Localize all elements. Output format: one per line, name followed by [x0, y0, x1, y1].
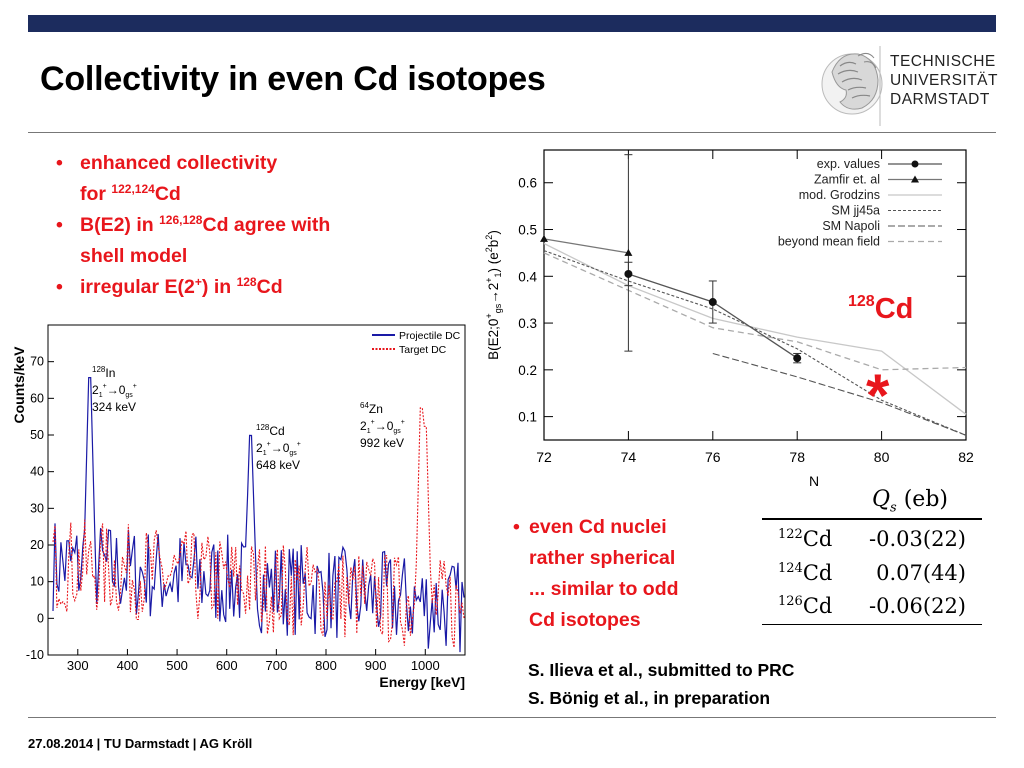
x-axis-label: N — [809, 473, 819, 489]
peak-annotation-transition: 21+→0gs+ — [256, 441, 301, 457]
legend-label: Target DC — [399, 344, 447, 356]
legend-label: SM jj45a — [831, 204, 880, 218]
peak-annotation-energy: 992 keV — [360, 436, 404, 450]
university-logo-text: TECHNISCHE UNIVERSITÄT DARMSTADT — [890, 53, 998, 108]
y-tick-label: 60 — [30, 391, 44, 405]
bullet-list-right: • even Cd nuclei rather spherical ... sim… — [513, 512, 679, 636]
x-tick-label: 74 — [621, 449, 637, 465]
y-tick-label: 0.2 — [518, 363, 537, 378]
highlight-star: * — [866, 362, 890, 429]
peak-annotation-nucleus: 128Cd — [256, 423, 285, 438]
series-sm-napoli-line — [712, 352, 967, 436]
data-point-zamfir — [624, 248, 633, 256]
series-beyond-mean-field-line — [543, 252, 967, 371]
quadrupole-moment-table: Qs (eb) 122Cd -0.03(22) 124Cd 0.07(44) 1… — [762, 487, 982, 627]
peak-annotation-energy: 648 keV — [256, 458, 300, 472]
reference-item: S. Bönig et al., in preparation — [528, 688, 771, 708]
y-tick-label: 20 — [30, 538, 44, 552]
x-tick-label: 600 — [216, 658, 238, 673]
y-tick-label: 10 — [30, 575, 44, 589]
bullet-item: • irregular E(2+) in 128Cd — [56, 275, 283, 298]
x-axis-label: Energy [keV] — [379, 674, 465, 690]
x-tick-label: 900 — [365, 658, 387, 673]
peak-annotation-nucleus: 128In — [92, 365, 115, 380]
series-mod-grodzins-line — [543, 242, 967, 415]
y-tick-label: 50 — [30, 428, 44, 442]
table-header: Qs (eb) — [872, 487, 948, 516]
bullet-item-continuation: rather spherical — [529, 547, 676, 569]
y-tick-label: 0.4 — [518, 269, 537, 284]
references: S. Ilieva et al., submitted to PRC S. Bö… — [528, 656, 794, 712]
slide-title: Collectivity in even Cd isotopes — [40, 60, 546, 98]
series-zamfir-et-al-line — [543, 238, 629, 254]
peak-annotation-transition: 21+→0gs+ — [360, 419, 405, 435]
data-point-zamfir — [540, 234, 548, 242]
plot-frame — [543, 149, 967, 441]
footer-divider — [28, 717, 996, 718]
data-point-exp — [708, 298, 717, 307]
y-tick-label: 0.3 — [518, 316, 537, 331]
legend-label: Projectile DC — [399, 330, 461, 342]
legend-label: SM Napoli — [822, 219, 880, 233]
table-top-rule — [762, 518, 982, 520]
table-row: 126Cd -0.06(22) — [778, 594, 966, 618]
y-tick-label: -10 — [26, 648, 44, 662]
university-logo-icon — [818, 42, 884, 130]
bullet-item: • enhanced collectivity — [56, 152, 278, 174]
x-tick-label: 400 — [117, 658, 139, 673]
bullet-item-continuation: Cd isotopes — [529, 609, 641, 631]
x-tick-label: 700 — [266, 658, 288, 673]
peak-annotation-transition: 21+→0gs+ — [92, 383, 137, 399]
legend-label: exp. values — [817, 157, 880, 171]
data-point-exp — [793, 354, 802, 363]
header-divider — [28, 132, 996, 133]
y-tick-label: 30 — [30, 501, 44, 515]
x-tick-label: 500 — [166, 658, 188, 673]
y-tick-label: 0.6 — [518, 176, 537, 191]
table-row: 124Cd 0.07(44) — [778, 561, 966, 585]
bullet-item: • B(E2) in 126,128Cd agree with — [56, 213, 331, 236]
bullet-item-continuation: for 122,124Cd — [80, 182, 181, 205]
be2-systematics-chart: 72 74 76 78 80 82 0.1 0.2 0.3 0.4 0.5 0.6 N B(E2;0+gs… — [484, 149, 974, 489]
legend-marker — [911, 160, 919, 168]
y-tick-label: 40 — [30, 465, 44, 479]
table-bottom-rule — [762, 624, 982, 625]
y-axis-label: Counts/keV — [11, 346, 27, 424]
legend-label: mod. Grodzins — [799, 188, 880, 202]
bullet-item-continuation: ... similar to odd — [529, 578, 679, 600]
peak-annotation-nucleus: 64Zn — [360, 401, 383, 416]
y-tick-label: 0.5 — [518, 223, 537, 238]
bullet-item-continuation: shell model — [80, 245, 188, 267]
footer-text: 27.08.2014 | TU Darmstadt | AG Kröll — [28, 736, 253, 751]
y-tick-label: 0.1 — [518, 410, 537, 425]
legend-label: beyond mean field — [778, 235, 880, 249]
data-point-exp — [624, 269, 633, 278]
x-tick-label: 1000 — [411, 658, 440, 673]
legend-marker — [911, 175, 919, 183]
series-target-dc-line — [52, 407, 465, 648]
highlight-nucleus-label: 128Cd — [848, 293, 914, 325]
series-projectile-dc-line — [52, 376, 465, 653]
x-tick-label: 80 — [874, 449, 890, 465]
bullet-item: • even Cd nuclei — [513, 516, 667, 538]
peak-annotation-energy: 324 keV — [92, 400, 136, 414]
legend-label: Zamfir et. al — [814, 173, 880, 187]
x-tick-label: 82 — [958, 449, 974, 465]
x-tick-label: 76 — [705, 449, 721, 465]
x-tick-label: 300 — [67, 658, 89, 673]
x-tick-label: 78 — [789, 449, 805, 465]
table-row: 122Cd -0.03(22) — [778, 527, 966, 551]
y-tick-label: 0 — [37, 611, 44, 625]
gamma-spectrum-chart: 300 400 500 600 700 800 900 1000 -10 0 10 20 30 40 50 6… — [11, 324, 466, 690]
y-tick-label: 70 — [30, 355, 44, 369]
plot-frame — [47, 324, 466, 656]
bullet-list-left: • enhanced collectivity for 122,124Cd • B(… — [52, 148, 330, 303]
header-bar — [28, 15, 996, 32]
series-sm-jj45a-line — [543, 250, 967, 436]
y-axis-label: B(E2;0+gs→2+1) (e2b2) — [484, 230, 503, 360]
x-tick-label: 72 — [536, 449, 552, 465]
x-tick-label: 800 — [315, 658, 337, 673]
reference-item: S. Ilieva et al., submitted to PRC — [528, 660, 795, 680]
